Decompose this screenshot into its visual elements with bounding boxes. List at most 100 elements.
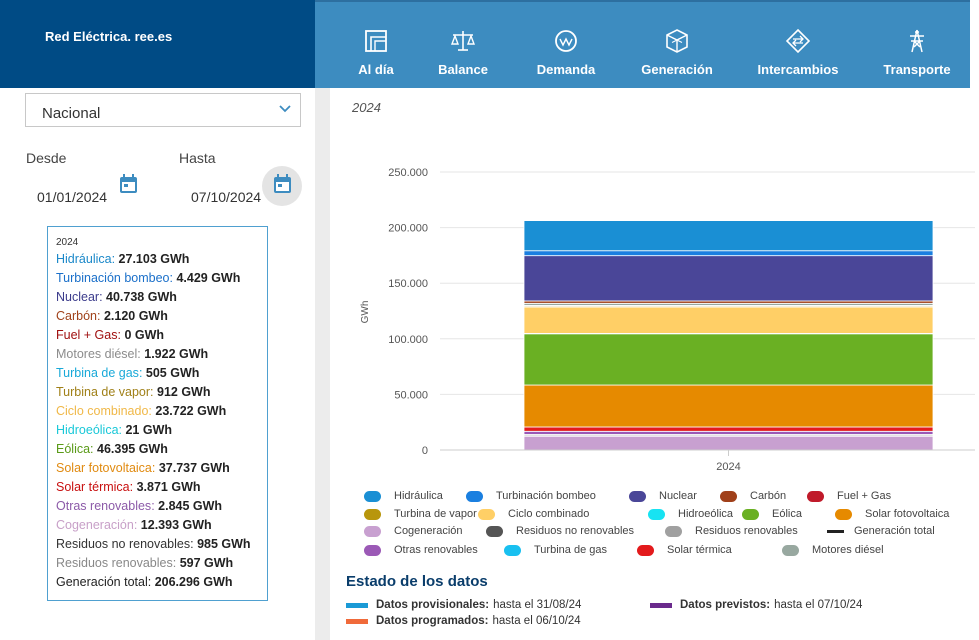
from-date-input[interactable]: 01/01/2024 (37, 189, 108, 205)
tooltip-label: Nuclear (56, 290, 100, 304)
tooltip-value: 46.395 GWh (97, 442, 168, 456)
legend-item-turbina-de-vapor[interactable]: Turbina de vapor (364, 506, 477, 522)
tooltip-label: Solar fotovoltaica (56, 461, 152, 475)
legend-label: Residuos no renovables (516, 525, 635, 537)
legend-item-hidraulica[interactable]: Hidráulica (364, 488, 443, 504)
legend-item-nuclear[interactable]: Nuclear (629, 488, 697, 504)
tooltip-year: 2024 (56, 237, 79, 248)
legend-item-motores-diesel[interactable]: Motores diésel (782, 542, 884, 558)
nav-demanda[interactable]: Demanda (533, 2, 599, 88)
tooltip-label: Hidroeólica (56, 423, 119, 437)
tooltip-value: 1.922 GWh (144, 347, 209, 361)
legend-swatch (364, 490, 381, 502)
nav-balance[interactable]: Balance (433, 2, 493, 88)
tooltip-row-nuclear: Nuclear: 40.738 GWh (56, 290, 177, 304)
legend-item-fuel-gas[interactable]: Fuel + Gas (807, 488, 891, 504)
main-nav: Al día Balance Demanda Generación Interc… (315, 0, 970, 88)
chart-tooltip: 2024 Hidráulica: 27.103 GWh Turbinación b… (47, 226, 268, 601)
legend-item-turbina-de-gas[interactable]: Turbina de gas (504, 542, 607, 558)
to-label: Hasta (179, 150, 216, 166)
legend-item-generacion-total[interactable]: Generación total (827, 523, 935, 539)
legend-item-carbon[interactable]: Carbón (720, 488, 786, 504)
status-label: Datos programados: (376, 615, 489, 627)
status-swatch (346, 602, 368, 608)
tooltip-label: Cogeneración (56, 518, 134, 532)
y-tick-label: 0 (422, 445, 428, 457)
tooltip-value: 40.738 GWh (106, 290, 177, 304)
brand-link[interactable]: Red Eléctrica. ree.es (45, 29, 173, 44)
legend-item-cogeneracion[interactable]: Cogeneración (364, 523, 463, 539)
tooltip-value: 27.103 GWh (118, 252, 190, 266)
scale-icon (450, 31, 476, 51)
stacked-bar-chart: 0 50.000 100.000 150.000 200.000 250.000 GWh 20… (360, 167, 975, 473)
tooltip-row-hidraulica: Hidráulica: 27.103 GWh (56, 252, 190, 266)
legend-item-otras-renovables[interactable]: Otras renovables (364, 542, 478, 558)
tooltip-label: Eólica (56, 442, 91, 456)
nav-intercambios[interactable]: Intercambios (756, 2, 840, 88)
legend-swatch (720, 490, 737, 502)
from-calendar-icon[interactable] (119, 174, 138, 194)
legend-label: Eólica (772, 508, 802, 520)
status-item-datos-programados: Datos programados: hasta el 06/10/24 (346, 615, 581, 627)
tooltip-value: 4.429 GWh (176, 271, 241, 285)
legend-swatch (637, 544, 654, 556)
legend-item-ciclo-combinado[interactable]: Ciclo combinado (478, 506, 589, 522)
chart-panel: 2024 0 50.000 100.000 150.000 200.000 250.000… (330, 88, 979, 640)
tooltip-value: 505 GWh (145, 366, 200, 380)
tooltip-value: 912 GWh (157, 385, 211, 399)
calendar-doc-icon (365, 30, 387, 52)
legend-label: Turbina de vapor (394, 508, 477, 520)
tooltip-value: 37.737 GWh (158, 461, 230, 475)
tooltip-value: 3.871 GWh (136, 480, 201, 494)
tooltip-row-hidroeolica: Hidroeólica: 21 GWh (56, 423, 173, 437)
tooltip-row-generacion-total: Generación total: 206.296 GWh (56, 575, 233, 589)
tooltip-row-carbon: Carbón: 2.120 GWh (56, 309, 168, 323)
status-value: hasta el 07/10/24 (774, 599, 863, 611)
legend-label: Hidráulica (394, 490, 443, 502)
region-select[interactable]: Nacional (25, 93, 301, 127)
tooltip-value: 0 GWh (124, 328, 165, 342)
legend-swatch (486, 525, 503, 537)
pylon-icon (910, 29, 924, 53)
brand-bar: Red Eléctrica. ree.es (0, 0, 315, 88)
nav-transporte[interactable]: Transporte (881, 2, 953, 88)
tooltip-value: 12.393 GWh (140, 518, 212, 532)
legend-item-residuos-renovables[interactable]: Residuos renovables (665, 523, 798, 539)
legend-label: Nuclear (659, 490, 697, 502)
tooltip-row-eolica: Eólica: 46.395 GWh (56, 442, 168, 456)
legend-swatch (665, 525, 682, 537)
nav-al-dia-label: Al día (358, 62, 394, 77)
chevron-down-icon (279, 105, 291, 113)
legend-item-residuos-no-renovables[interactable]: Residuos no renovables (486, 523, 634, 539)
legend-item-turbinacion-bombeo[interactable]: Turbinación bombeo (466, 488, 596, 504)
tooltip-label: Motores diésel (56, 347, 138, 361)
nav-al-dia[interactable]: Al día (351, 2, 401, 88)
legend-label: Residuos renovables (695, 525, 798, 537)
legend-swatch (364, 544, 381, 556)
bar-segment-cogeneracion (523, 435, 934, 451)
status-value: hasta el 31/08/24 (493, 599, 582, 611)
legend-item-solar-termica[interactable]: Solar térmica (637, 542, 732, 558)
tooltip-value: 597 GWh (179, 556, 234, 570)
legend-label: Carbón (750, 490, 787, 502)
legend-item-solar-fotovoltaica[interactable]: Solar fotovoltaica (835, 506, 949, 522)
legend-swatch (782, 544, 799, 556)
tooltip-label: Solar térmica (56, 480, 130, 494)
nav-generacion[interactable]: Generación (639, 2, 715, 88)
legend-label: Ciclo combinado (508, 508, 590, 520)
legend-swatch (648, 508, 665, 520)
tooltip-row-solar-termica: Solar térmica: 3.871 GWh (56, 480, 201, 494)
legend-swatch (827, 529, 844, 533)
legend-label: Motores diésel (812, 544, 884, 556)
legend-item-hidroeolica[interactable]: Hidroeólica (648, 506, 733, 522)
nav-demanda-label: Demanda (536, 62, 596, 77)
nav-generacion-label: Generación (641, 62, 713, 77)
legend-label: Solar fotovoltaica (865, 508, 950, 520)
to-date-input[interactable]: 07/10/2024 (191, 189, 262, 205)
legend-item-eolica[interactable]: Eólica (742, 506, 802, 522)
nav-intercambios-label: Intercambios (757, 62, 839, 77)
status-title: Estado de los datos (346, 573, 488, 590)
to-calendar-icon[interactable] (273, 174, 292, 194)
legend-label: Otras renovables (394, 544, 478, 556)
tooltip-label: Generación total (56, 575, 148, 589)
